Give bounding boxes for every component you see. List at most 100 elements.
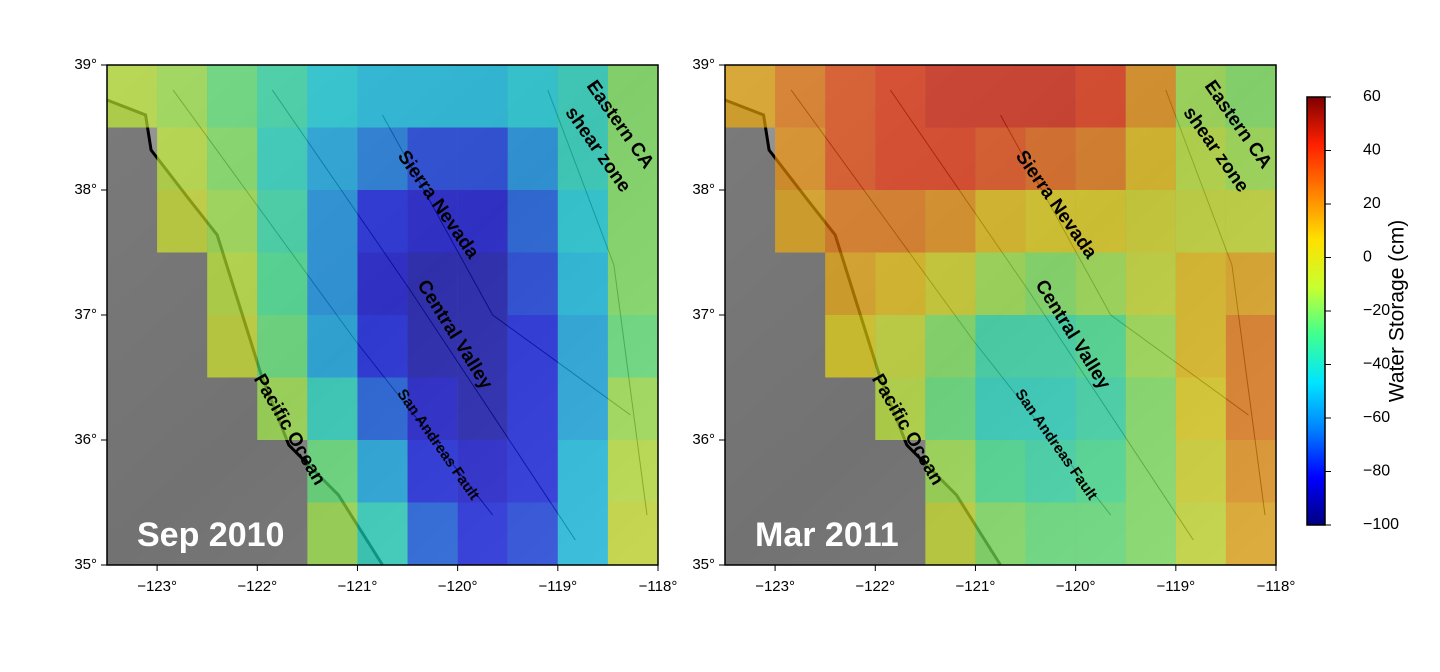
grid-cell: [207, 252, 258, 315]
y-tick-label: 38°: [692, 181, 715, 198]
grid-cell: [607, 315, 658, 378]
y-tick-label: 37°: [74, 306, 97, 323]
grid-cell: [1225, 127, 1276, 190]
grid-cell: [975, 252, 1026, 315]
grid-cell: [1225, 377, 1276, 440]
grid-cell: [457, 315, 508, 378]
grid-cell: [607, 190, 658, 253]
grid-cell: [1175, 252, 1226, 315]
grid-cell: [1225, 440, 1276, 503]
grid-cell: [307, 65, 358, 128]
grid-cell: [925, 377, 976, 440]
grid-cell: [257, 377, 308, 440]
grid-cell: [357, 502, 408, 565]
grid-cell: [207, 65, 258, 128]
grid-cell: [1075, 377, 1126, 440]
grid-cell: [407, 190, 458, 253]
map-panel: −123° −122° −121° −120° −119° −118° 35° 36° 37° 3…: [74, 56, 677, 595]
colorbar-label: Water Storage (cm): [1386, 220, 1409, 402]
colorbar-tick-label: 0: [1363, 249, 1372, 266]
grid-cell: [157, 127, 208, 190]
grid-cell: [357, 377, 408, 440]
grid-cell: [507, 315, 558, 378]
grid-cell: [975, 502, 1026, 565]
grid-cell: [257, 252, 308, 315]
grid-cell: [457, 377, 508, 440]
grid-cell: [357, 252, 408, 315]
grid-cell: [1075, 502, 1126, 565]
grid-cell: [1075, 127, 1126, 190]
grid-cell: [1125, 127, 1176, 190]
grid-cell: [1175, 127, 1226, 190]
y-tick-label: 39°: [692, 56, 715, 73]
grid-cell: [457, 440, 508, 503]
colorbar-tick-label: −40: [1363, 356, 1390, 373]
grid-cell: [507, 127, 558, 190]
grid-cell: [875, 190, 926, 253]
x-tick-label: −122°: [237, 578, 277, 595]
grid-cell: [607, 65, 658, 128]
grid-cell: [1125, 65, 1176, 128]
grid-cell: [157, 65, 208, 128]
colorbar-tick-label: −100: [1363, 516, 1399, 533]
grid-cell: [557, 440, 608, 503]
x-tick-label: −121°: [956, 578, 996, 595]
colorbar-tick-label: −60: [1363, 409, 1390, 426]
grid-cell: [875, 377, 926, 440]
grid-cell: [1125, 252, 1176, 315]
grid-cell: [925, 440, 976, 503]
grid-cell: [1125, 440, 1176, 503]
grid-cell: [925, 190, 976, 253]
grid-cell: [925, 502, 976, 565]
grid-cell: [1125, 377, 1176, 440]
grid-cell: [407, 502, 458, 565]
colorbar-tick-label: 60: [1363, 88, 1381, 105]
grid-cell: [357, 190, 408, 253]
grid-cell: [607, 127, 658, 190]
grid-cell: [925, 65, 976, 128]
grid-cell: [975, 190, 1026, 253]
grid-cell: [457, 65, 508, 128]
x-tick-label: −118°: [639, 578, 678, 595]
grid-cell: [1025, 440, 1076, 503]
grid-cell: [1025, 190, 1076, 253]
grid-cell: [557, 502, 608, 565]
grid-cell: [1025, 315, 1076, 378]
grid-cell: [207, 315, 258, 378]
y-tick-label: 38°: [74, 181, 97, 198]
grid-cell: [925, 127, 976, 190]
grid-cell: [607, 252, 658, 315]
grid-cell: [875, 127, 926, 190]
y-tick-label: 36°: [74, 431, 97, 448]
grid-cell: [257, 65, 308, 128]
grid-cell: [507, 252, 558, 315]
grid-cell: [407, 377, 458, 440]
grid-cell: [557, 65, 608, 128]
colorbar-tick-label: −20: [1363, 302, 1390, 319]
grid-cell: [1025, 65, 1076, 128]
colorbar: [1306, 96, 1326, 526]
grid-cell: [357, 440, 408, 503]
grid-cell: [557, 190, 608, 253]
grid-cell: [1125, 190, 1176, 253]
grid-cell: [357, 65, 408, 128]
x-tick-label: −122°: [855, 578, 895, 595]
grid-cell: [557, 315, 608, 378]
grid-cell: [775, 190, 826, 253]
grid-cell: [307, 190, 358, 253]
x-tick-label: −121°: [338, 578, 378, 595]
grid-cell: [307, 502, 358, 565]
colorbar-tick-label: 20: [1363, 195, 1381, 212]
grid-cell: [507, 377, 558, 440]
grid-cell: [607, 502, 658, 565]
grid-cell: [1175, 315, 1226, 378]
panel-title: Mar 2011: [755, 516, 899, 554]
colorbar-tick-label: 40: [1363, 142, 1381, 159]
grid-cell: [1025, 377, 1076, 440]
grid-cell: [307, 377, 358, 440]
grid-cell: [825, 315, 876, 378]
grid-cell: [407, 127, 458, 190]
grid-cell: [457, 127, 508, 190]
grid-cell: [207, 190, 258, 253]
grid-cell: [1225, 190, 1276, 253]
